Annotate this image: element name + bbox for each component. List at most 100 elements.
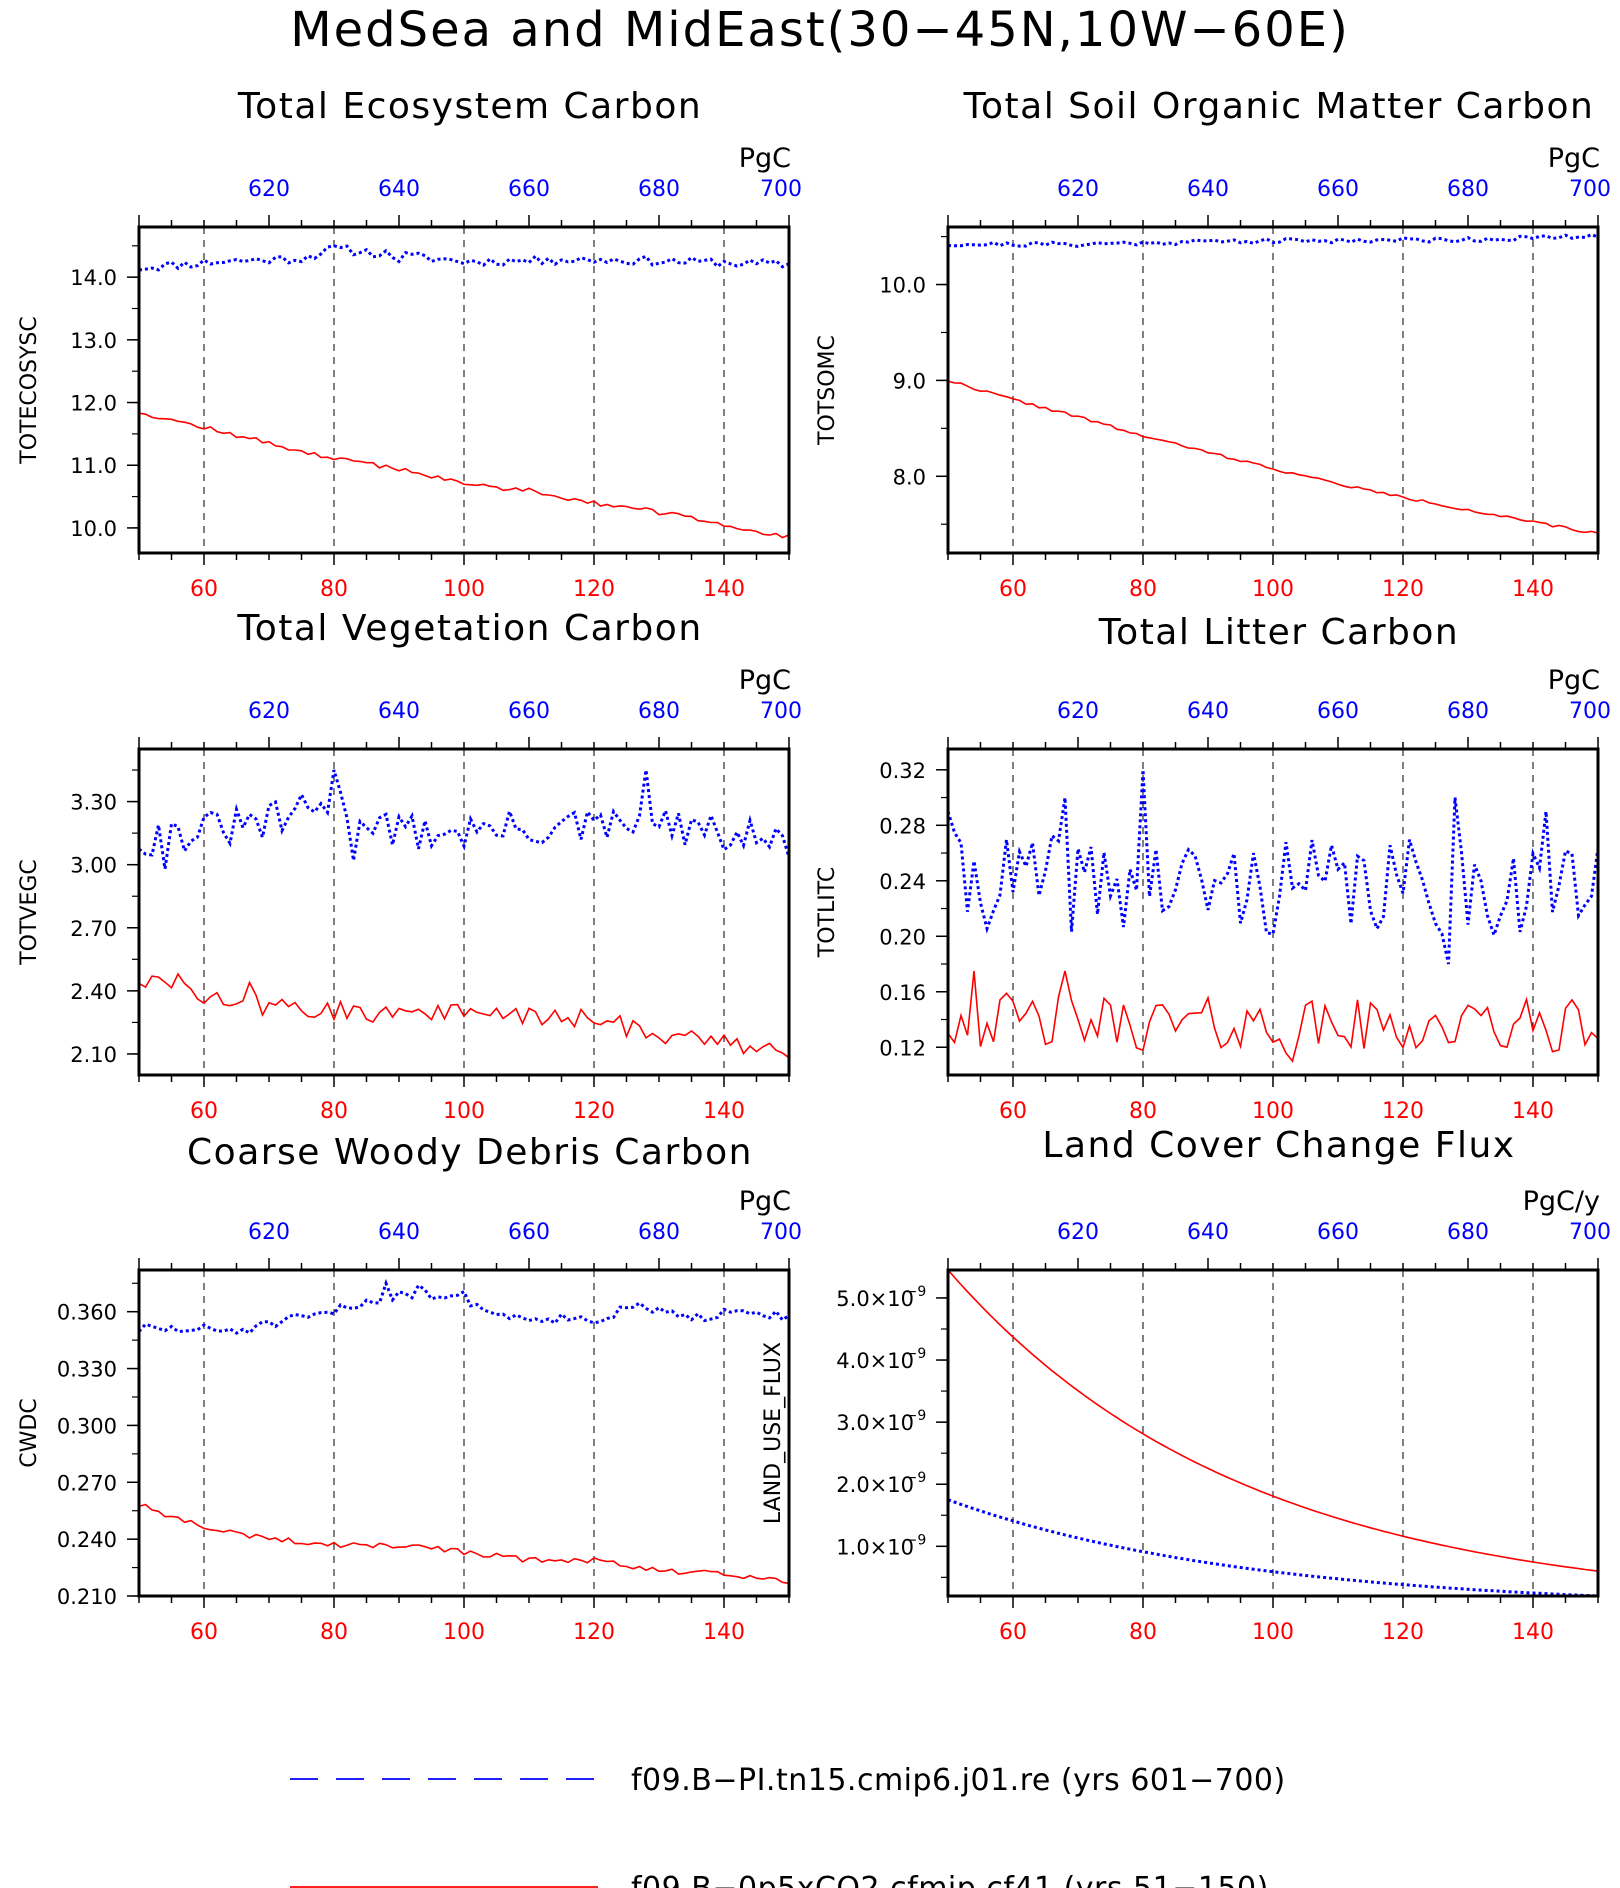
x-tick-label-top: 620 xyxy=(1057,1220,1099,1245)
unit-label: PgC xyxy=(739,143,791,174)
x-tick-label: 60 xyxy=(190,1099,218,1124)
x-tick-label-top: 660 xyxy=(508,699,550,724)
y-tick-label: 8.0 xyxy=(893,465,926,489)
x-tick-label: 120 xyxy=(573,1099,615,1124)
y-tick-label: 3.30 xyxy=(70,791,117,815)
x-tick-label-top: 680 xyxy=(1447,699,1489,724)
y-axis-label: LAND_USE_FLUX xyxy=(761,1342,786,1524)
x-tick-label: 140 xyxy=(1512,1620,1554,1645)
x-tick-label: 120 xyxy=(1382,1620,1424,1645)
panel-title: Total Soil Organic Matter Carbon xyxy=(963,86,1595,127)
panel-title: Coarse Woody Debris Carbon xyxy=(187,1132,753,1173)
legend-label: f09.B−0p5xCO2.cfmip.cf41 (yrs 51−150) xyxy=(631,1871,1269,1888)
y-tick-label: 0.360 xyxy=(57,1301,117,1325)
series-line-blue xyxy=(948,232,1598,249)
x-tick-label-top: 700 xyxy=(760,1220,802,1245)
x-tick-label: 100 xyxy=(443,1099,485,1124)
x-tick-label-top: 660 xyxy=(508,177,550,202)
x-tick-label-top: 680 xyxy=(638,699,680,724)
x-tick-label-top: 660 xyxy=(508,1220,550,1245)
y-tick-label: 9.0 xyxy=(893,369,926,393)
panel-4: Total Litter Carbon 60 80 100 120 140 620 640 66… xyxy=(815,612,1611,1124)
y-tick-label: 14.0 xyxy=(70,266,117,290)
y-axis-label: TOTECOSYSC xyxy=(17,316,42,465)
panel-title: Total Ecosystem Carbon xyxy=(237,86,702,127)
x-tick-label-top: 660 xyxy=(1317,177,1359,202)
y-tick-label: 2.0×10 xyxy=(836,1473,914,1497)
y-tick-label: 11.0 xyxy=(70,454,117,478)
panel-title: Total Vegetation Carbon xyxy=(236,608,702,649)
x-tick-label: 80 xyxy=(1129,577,1157,602)
x-tick-label: 100 xyxy=(443,1620,485,1645)
unit-label: PgC xyxy=(1548,143,1600,174)
y-tick-exponent: −9 xyxy=(906,1408,927,1424)
panel-5: Coarse Woody Debris Carbon 60 80 100 120 140 6… xyxy=(17,1132,802,1645)
x-tick-label: 140 xyxy=(1512,577,1554,602)
y-tick-label: 0.300 xyxy=(57,1414,117,1438)
panel-2: Total Soil Organic Matter Carbon 60 80 100 1… xyxy=(815,86,1611,602)
x-tick-label: 100 xyxy=(443,577,485,602)
x-tick-label: 140 xyxy=(1512,1099,1554,1124)
y-tick-label: 0.24 xyxy=(879,870,926,894)
y-axis-label: TOTSOMC xyxy=(815,335,840,446)
panel-6: Land Cover Change Flux 60 80 100 120 140 620 64… xyxy=(761,1125,1611,1645)
legend-label: f09.B−PI.tn15.cmip6.j01.re (yrs 601−700) xyxy=(631,1763,1286,1798)
x-tick-label-top: 620 xyxy=(248,1220,290,1245)
x-tick-label-top: 700 xyxy=(1569,177,1611,202)
y-tick-label: 12.0 xyxy=(70,392,117,416)
unit-label: PgC xyxy=(1548,665,1600,696)
unit-label: PgC xyxy=(739,1186,791,1217)
y-tick-exponent: −9 xyxy=(906,1532,927,1548)
x-tick-label: 100 xyxy=(1252,577,1294,602)
y-tick-label: 3.0×10 xyxy=(836,1411,914,1435)
x-tick-label-top: 620 xyxy=(1057,177,1099,202)
x-tick-label: 80 xyxy=(320,577,348,602)
series-line-red xyxy=(948,1270,1598,1572)
x-tick-label: 140 xyxy=(703,577,745,602)
y-tick-label: 2.40 xyxy=(70,980,117,1004)
x-tick-label: 120 xyxy=(573,1620,615,1645)
x-tick-label: 60 xyxy=(999,577,1027,602)
x-tick-label: 60 xyxy=(999,1620,1027,1645)
x-tick-label: 100 xyxy=(1252,1620,1294,1645)
y-tick-label: 0.16 xyxy=(879,981,926,1005)
x-tick-label-top: 660 xyxy=(1317,699,1359,724)
legend: f09.B−PI.tn15.cmip6.j01.re (yrs 601−700)… xyxy=(290,1763,1286,1888)
x-tick-label: 60 xyxy=(190,577,218,602)
y-tick-label: 0.12 xyxy=(879,1036,926,1060)
panel-1: Total Ecosystem Carbon 60 80 100 120 140 620 64… xyxy=(17,86,802,602)
panel-title: Total Litter Carbon xyxy=(1098,612,1459,653)
y-tick-label: 0.330 xyxy=(57,1358,117,1382)
y-tick-exponent: −9 xyxy=(906,1470,927,1486)
series-line-blue xyxy=(139,1278,789,1335)
y-tick-label: 5.0×10 xyxy=(836,1287,914,1311)
y-tick-label: 13.0 xyxy=(70,329,117,353)
y-tick-exponent: −9 xyxy=(906,1346,927,1362)
x-tick-label-top: 640 xyxy=(1187,699,1229,724)
y-tick-exponent: −9 xyxy=(906,1284,927,1300)
x-tick-label: 80 xyxy=(1129,1620,1157,1645)
y-tick-label: 0.28 xyxy=(879,814,926,838)
x-tick-label: 140 xyxy=(703,1620,745,1645)
series-line-blue xyxy=(139,244,789,272)
x-tick-label-top: 640 xyxy=(378,699,420,724)
series-line-blue xyxy=(139,769,789,870)
y-tick-label: 3.00 xyxy=(70,854,117,878)
x-tick-label: 120 xyxy=(573,577,615,602)
x-tick-label-top: 660 xyxy=(1317,1220,1359,1245)
x-tick-label-top: 620 xyxy=(248,177,290,202)
x-tick-label-top: 700 xyxy=(760,177,802,202)
series-line-red xyxy=(948,380,1598,534)
y-axis-label: CWDC xyxy=(17,1398,42,1467)
x-tick-label-top: 680 xyxy=(1447,1220,1489,1245)
x-tick-label: 80 xyxy=(320,1620,348,1645)
x-tick-label-top: 640 xyxy=(378,177,420,202)
series-line-red xyxy=(139,972,789,1059)
x-tick-label-top: 620 xyxy=(248,699,290,724)
series-line-red xyxy=(139,1503,789,1585)
series-line-red xyxy=(139,412,789,539)
series-line-red xyxy=(948,970,1598,1063)
x-tick-label: 80 xyxy=(1129,1099,1157,1124)
y-tick-label: 1.0×10 xyxy=(836,1535,914,1559)
y-tick-label: 0.20 xyxy=(879,925,926,949)
